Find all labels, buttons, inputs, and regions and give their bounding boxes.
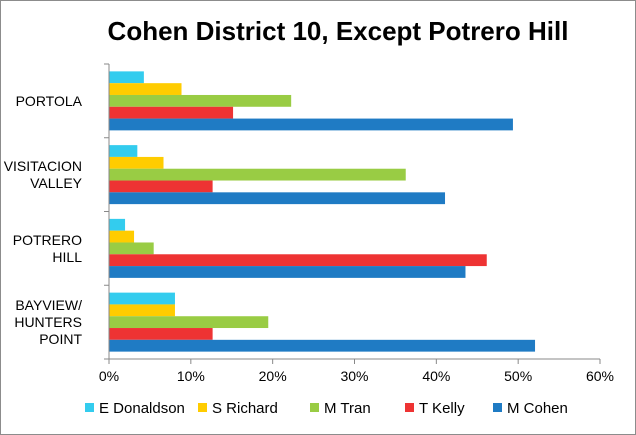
category-label: HILL [52,249,82,265]
bar [109,328,213,340]
legend-label: M Cohen [507,400,568,417]
legend-label: S Richard [212,400,278,417]
legend-swatch [198,403,207,412]
bar [109,118,513,131]
bar [109,339,536,352]
x-tick-label: 40% [422,368,450,384]
bar [109,266,466,278]
x-tick-label: 50% [504,368,532,384]
bar [109,192,446,205]
bar [109,304,175,317]
bar [109,145,138,157]
chart-title: Cohen District 10, Except Potrero Hill [108,16,569,46]
bar [109,316,269,329]
bar [109,71,144,84]
category-label: VALLEY [30,175,83,191]
legend-swatch [85,403,94,412]
legend-swatch [405,403,414,412]
bar [109,106,234,119]
category-label: POTRERO [13,232,82,248]
bar [109,168,406,181]
x-tick-label: 0% [99,368,119,384]
category-label: BAYVIEW/ [15,297,82,313]
x-tick-label: 20% [259,368,287,384]
plot-area: 0% 10% 20% 30% 40% 50% 60% PORTOLA VISITACIONVAL… [4,63,614,384]
x-tick-label: 10% [177,368,205,384]
bar [109,83,182,95]
x-tick-label: 60% [586,368,614,384]
bar [109,254,487,267]
bar [109,242,154,255]
legend-label: E Donaldson [99,400,185,417]
bar [109,218,126,231]
legend-label: T Kelly [419,400,465,417]
bar [109,156,164,169]
legend: E Donaldson S Richard M Tran T Kelly M Cohen [85,400,568,417]
bar [109,230,135,243]
legend-label: M Tran [324,400,371,417]
category-label: VISITACION [4,158,82,174]
bar [109,180,213,193]
bar [109,292,175,305]
bar [109,94,292,107]
category-label: PORTOLA [16,93,83,109]
legend-swatch [310,403,319,412]
category-label: POINT [39,331,82,347]
category-label: HUNTERS [14,314,82,330]
x-tick-label: 30% [340,368,368,384]
legend-swatch [493,403,502,412]
